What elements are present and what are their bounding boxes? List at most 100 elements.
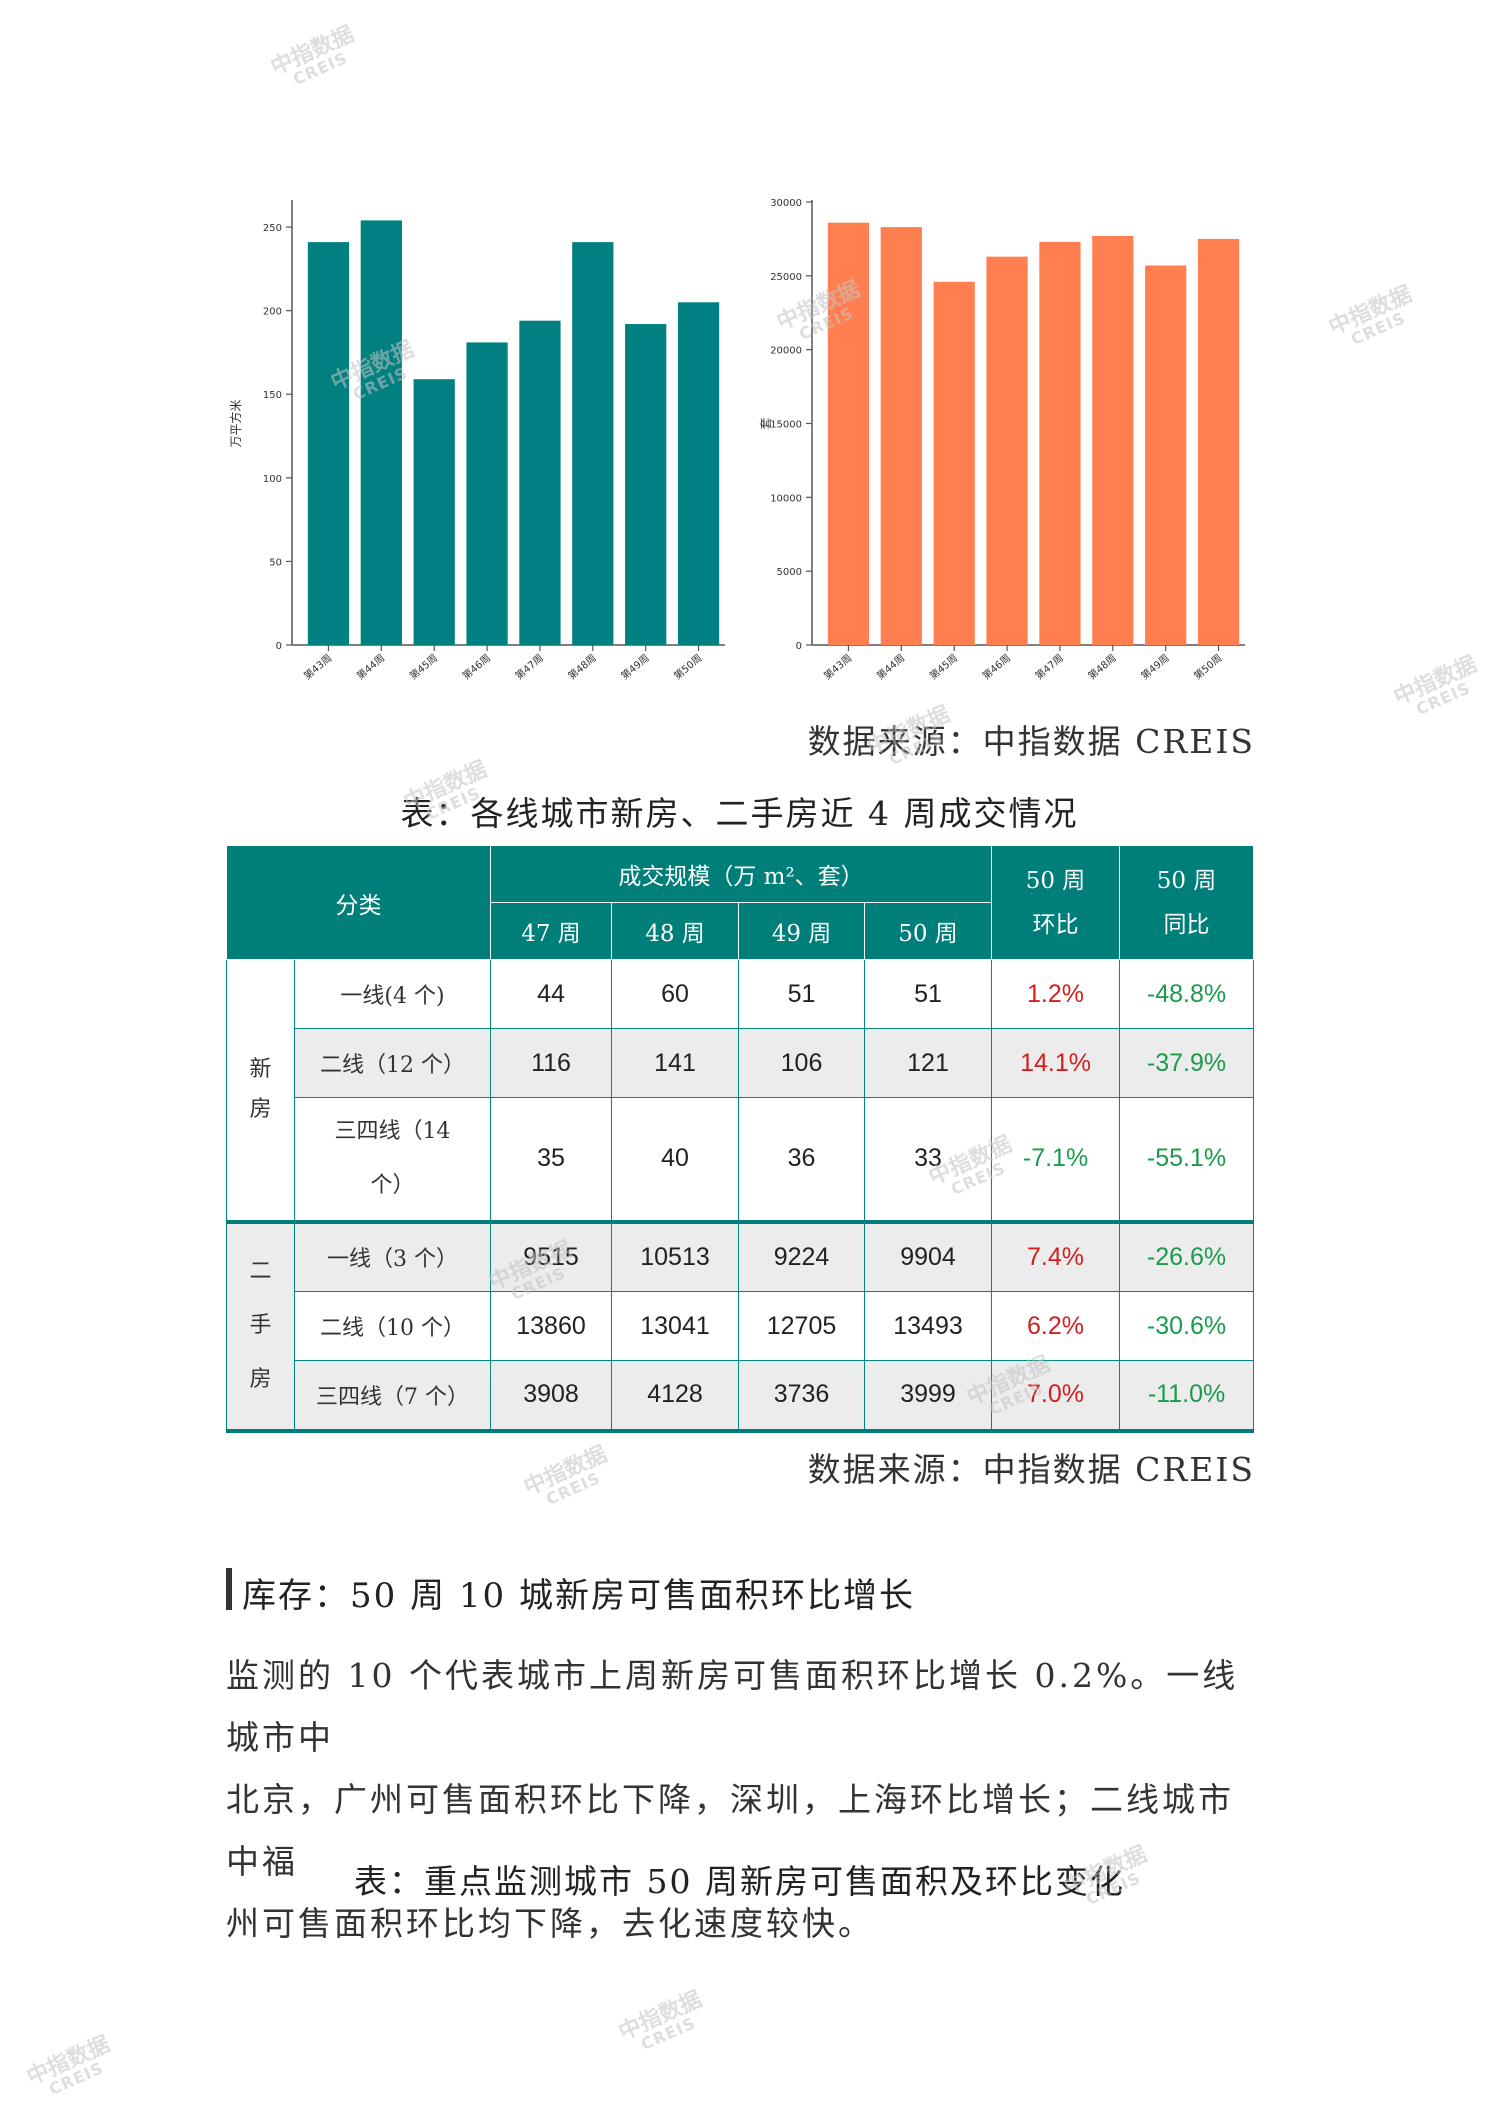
group-char: 新 [249, 1056, 272, 1082]
y-tick-label: 150 [263, 390, 282, 401]
cell-yoy: -11.0% [1119, 1360, 1255, 1431]
bar [572, 242, 614, 645]
table-caption: 表：各线城市新房、二手房近 4 周成交情况 [400, 794, 1079, 833]
cell-value: 60 [611, 959, 739, 1029]
x-tick-label: 第46周 [460, 651, 493, 682]
cell-value: 13860 [490, 1291, 612, 1361]
x-tick-label: 第48周 [565, 651, 598, 682]
cell-value: 44 [490, 959, 612, 1029]
group-char: 房 [249, 1367, 272, 1392]
header-week: 50 周 [863, 902, 993, 960]
cell-yoy: -48.8% [1119, 959, 1255, 1029]
cell-value: 13041 [611, 1291, 739, 1361]
cell-value: 35 [490, 1097, 612, 1222]
x-tick-label: 第43周 [821, 651, 854, 682]
row-label: 一线（3 个） [294, 1221, 491, 1292]
table-row: 二 手 房 一线（3 个） 9515 10513 9224 9904 7.4% … [226, 1221, 1255, 1431]
new-home-sales-chart: 050100150200250万平方米第43周 第44周 第45周 第46周 第47周第… [228, 200, 725, 682]
row-label: 三四线（7 个） [294, 1360, 491, 1431]
y-axis-label: 套 [759, 417, 773, 429]
cell-value: 3736 [738, 1360, 865, 1431]
cell-mom: 1.2% [991, 959, 1121, 1029]
header-category: 分类 [226, 845, 491, 960]
y-tick-label: 10000 [770, 493, 802, 504]
y-tick-label: 0 [276, 641, 282, 652]
cell-mom: 6.2% [991, 1291, 1121, 1361]
x-tick-label: 第50周 [671, 651, 704, 682]
bar [625, 324, 667, 645]
group-char: 手 [249, 1313, 272, 1338]
bar [1197, 238, 1240, 645]
cell-yoy: -37.9% [1119, 1028, 1255, 1098]
y-tick-label: 200 [263, 307, 282, 318]
cell-value: 3999 [863, 1360, 993, 1431]
cell-value: 40 [611, 1097, 739, 1222]
cell-value: 141 [611, 1028, 739, 1098]
cell-value: 4128 [611, 1360, 739, 1431]
bar [466, 342, 508, 645]
cell-value: 10513 [611, 1221, 739, 1292]
bar [827, 222, 870, 645]
x-tick-label: 第49周 [618, 651, 651, 682]
header-mom-line1: 50 周 [1025, 867, 1086, 894]
x-tick-label: 第47周 [512, 651, 545, 682]
table-row: 新 房 一线(4 个) 44 60 51 51 1.2% -48.8% [226, 959, 1255, 1222]
table-row: 二线（10 个） 13860 13041 12705 13493 6.2% -3… [227, 1291, 1255, 1361]
header-yoy-line2: 同比 [1163, 911, 1210, 938]
bar [677, 302, 720, 645]
section-heading-bar [226, 1568, 232, 1610]
bar [413, 379, 455, 645]
group-label-second-hand: 二 手 房 [226, 1221, 295, 1431]
bar [933, 281, 975, 645]
cell-mom: -7.1% [991, 1097, 1121, 1222]
row-label-line1: 三四线（14 [334, 1118, 451, 1144]
y-tick-label: 15000 [770, 420, 802, 431]
y-tick-label: 30000 [770, 198, 802, 209]
cell-yoy: -30.6% [1119, 1291, 1255, 1361]
y-tick-label: 250 [263, 223, 282, 234]
section-heading: 库存：50 周 10 城新房可售面积环比增长 [242, 1576, 915, 1616]
bar [1092, 235, 1134, 646]
watermark: 中指数据 CREIS [615, 1986, 706, 2054]
cell-yoy: -26.6% [1119, 1221, 1255, 1292]
row-label: 二线（12 个） [294, 1028, 491, 1098]
header-week: 48 周 [611, 902, 739, 960]
bar [1145, 265, 1187, 645]
header-mom: 50 周 环比 [991, 845, 1121, 960]
cell-value: 36 [738, 1097, 865, 1222]
data-source-2: 数据来源：中指数据 CREIS [807, 1450, 1255, 1489]
cell-yoy: -55.1% [1119, 1097, 1255, 1222]
cell-value: 51 [863, 959, 993, 1029]
cell-mom: 14.1% [991, 1028, 1121, 1098]
group-char: 二 [249, 1259, 272, 1284]
row-label: 二线（10 个） [294, 1291, 491, 1361]
row-label: 一线(4 个) [294, 959, 491, 1029]
cell-mom: 7.4% [991, 1221, 1121, 1292]
x-tick-label: 第43周 [301, 651, 334, 682]
row-label: 三四线（14 个） [294, 1097, 491, 1222]
y-axis-label: 万平方米 [228, 399, 243, 447]
x-tick-label: 第45周 [927, 651, 960, 682]
group-label-new-home: 新 房 [226, 959, 295, 1222]
x-tick-label: 第44周 [874, 651, 907, 682]
table-row: 二线（12 个） 116 141 106 121 14.1% -37.9% [227, 1028, 1255, 1098]
table-caption-2: 表：重点监测城市 50 周新房可售面积及环比变化 [354, 1862, 1125, 1901]
watermark: 中指数据 CREIS [1390, 651, 1481, 719]
cell-value: 12705 [738, 1291, 865, 1361]
transaction-table: 分类 成交规模（万 m²、套） 50 周 环比 50 周 同比 47 周 48 … [226, 845, 1255, 1433]
bar [519, 320, 561, 645]
cell-value: 106 [738, 1028, 865, 1098]
y-tick-label: 20000 [770, 346, 802, 357]
body-paragraph: 监测的 10 个代表城市上周新房可售面积环比增长 0.2%。一线城市中 北京，广… [226, 1645, 1266, 1955]
table-row: 三四线（7 个） 3908 4128 3736 3999 7.0% -11.0% [226, 1360, 1255, 1431]
cell-value: 9515 [490, 1221, 612, 1292]
table-row: 三四线（14 个） 35 40 36 33 -7.1% -55.1% [227, 1097, 1255, 1222]
cell-value: 3908 [490, 1360, 612, 1431]
cell-value: 116 [490, 1028, 612, 1098]
row-label-line2: 个） [370, 1172, 415, 1198]
header-yoy-line1: 50 周 [1156, 867, 1217, 894]
header-scale: 成交规模（万 m²、套） [489, 845, 993, 903]
cell-value: 121 [863, 1028, 993, 1098]
watermark: 中指数据 CREIS [23, 2031, 114, 2099]
x-tick-label: 第50周 [1191, 651, 1224, 682]
